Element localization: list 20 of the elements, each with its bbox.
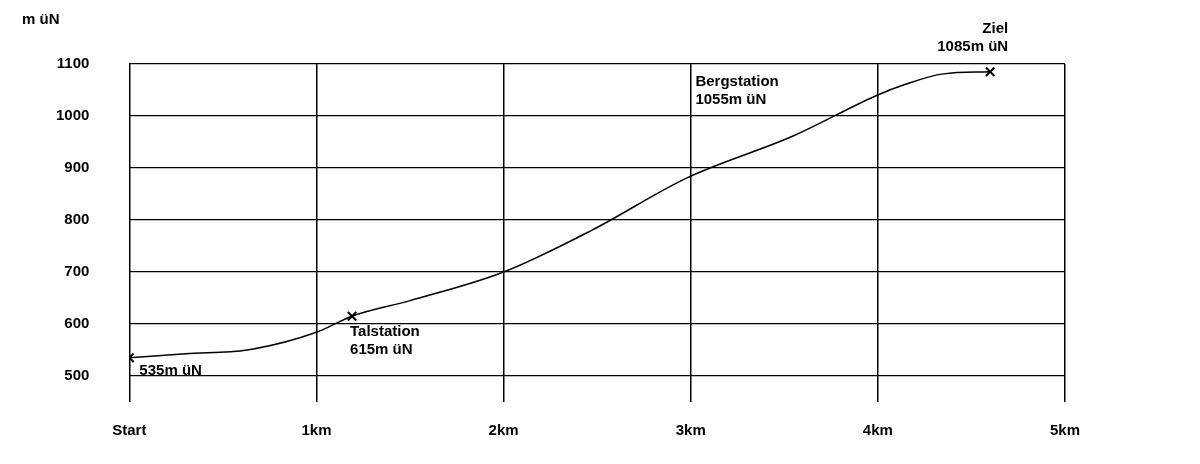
annotation: 535m üN (139, 361, 202, 379)
point (984, 66, 996, 78)
y-tick-label: 800 (64, 210, 90, 228)
y-axis-title: m üN (22, 9, 60, 27)
y-tick-label: 600 (64, 314, 90, 332)
y-tick-label: 700 (64, 262, 90, 280)
y-tick-label: 900 (64, 158, 90, 176)
x-tick-label: Start (112, 421, 147, 439)
x-tick-label: 2km (488, 421, 519, 439)
annotation: Ziel 1085m üN (937, 19, 1009, 55)
y-tick-label: 1100 (56, 54, 90, 72)
annotation: Talstation 615m üN (350, 321, 420, 357)
point (346, 310, 358, 322)
x-tick-label: 5km (1049, 421, 1081, 439)
x-tick-label: 4km (862, 421, 893, 439)
annotation: Bergstation 1055m üN (695, 71, 779, 107)
y-tick-label: 1000 (55, 106, 90, 124)
y-tick-label: 500 (64, 366, 90, 384)
x-tick-label: 1km (301, 421, 332, 439)
x-tick-label: 3km (675, 421, 706, 439)
